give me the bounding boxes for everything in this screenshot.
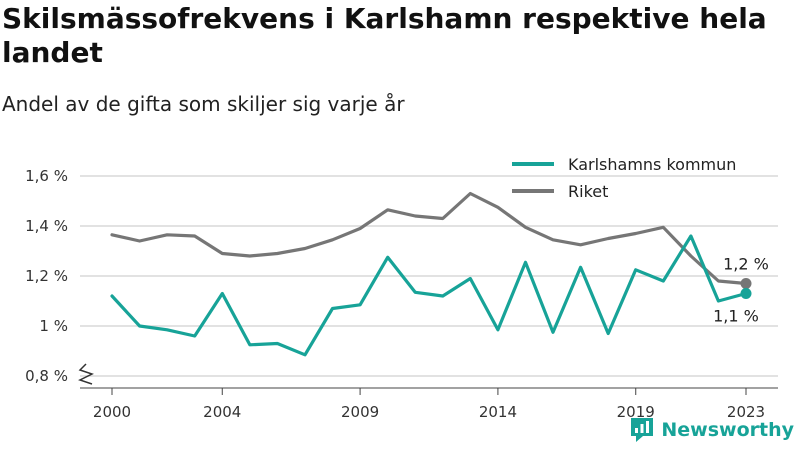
x-tick-label: 2004	[203, 403, 241, 421]
legend: Karlshamns kommun Riket	[512, 155, 736, 201]
x-tick-label: 2019	[617, 403, 655, 421]
x-tick-label: 2023	[727, 403, 765, 421]
legend-label-0: Karlshamns kommun	[568, 155, 736, 174]
y-tick-label: 1,2 %	[25, 267, 68, 285]
end-point-1	[740, 278, 752, 289]
axis-break-icon	[78, 363, 94, 385]
y-tick-label: 1,6 %	[25, 167, 68, 185]
end-point-0	[740, 288, 752, 299]
axes: 0,8 % 1 % 1,2 % 1,4 % 1,6 % 2000 2004 2009 2014 2…	[25, 167, 778, 421]
x-tick-label: 2000	[93, 403, 131, 421]
chart-title: Skilsmässofrekvens i Karlshamn respektiv…	[2, 2, 767, 69]
legend-label-1: Riket	[568, 182, 608, 201]
chart-subtitle: Andel av de gifta som skiljer sig varje …	[2, 92, 405, 116]
series-line-1	[110, 191, 748, 286]
end-label-riket: 1,2 %	[723, 255, 769, 274]
newsworthy-logo-icon	[631, 418, 654, 442]
series-line-0	[110, 234, 748, 357]
y-tick-label: 1,4 %	[25, 217, 68, 235]
grid-lines	[80, 175, 778, 377]
end-label-karlshamn: 1,1 %	[713, 307, 759, 326]
brand-logo: Newsworthy	[629, 416, 794, 444]
series-lines	[110, 191, 752, 357]
x-tick-label: 2014	[479, 403, 517, 421]
y-tick-label: 1 %	[39, 317, 68, 335]
data-labels: 1,2 % 1,1 %	[713, 255, 769, 326]
brand-name: Newsworthy	[661, 419, 794, 441]
y-tick-label: 0,8 %	[25, 367, 68, 385]
x-tick-label: 2009	[341, 403, 379, 421]
